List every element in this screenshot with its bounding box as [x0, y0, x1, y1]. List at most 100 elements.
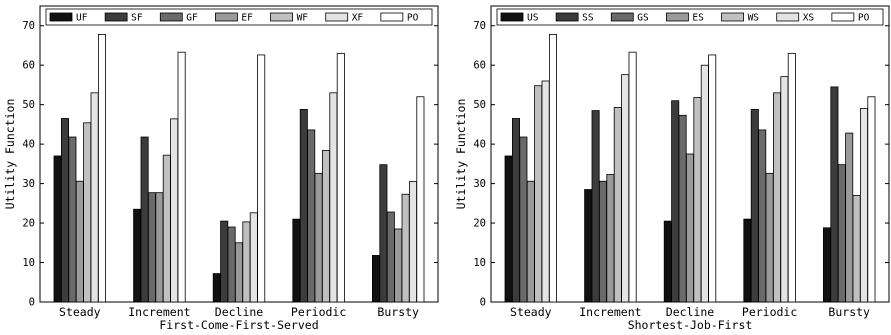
bar-ws-periodic	[773, 92, 782, 303]
legend-swatch-gf	[159, 12, 183, 22]
bar-gf-decline	[227, 226, 236, 303]
bar-ef-bursty	[394, 228, 403, 303]
bar-ws-bursty	[852, 195, 861, 303]
x-category-label: Decline	[215, 305, 264, 319]
bar-po-increment	[177, 51, 186, 303]
bar-xs-decline	[700, 64, 709, 303]
y-axis-title: Utility Function	[3, 99, 17, 210]
y-tick-label: 20	[473, 218, 486, 230]
legend-swatch-sf	[104, 12, 128, 22]
legend-swatch-ss	[555, 12, 579, 22]
legend-label-wf: WF	[297, 13, 309, 24]
bar-us-decline	[663, 220, 672, 303]
bar-ss-increment	[591, 110, 600, 303]
bar-xs-bursty	[860, 108, 869, 303]
y-tick-label: 50	[473, 99, 486, 111]
bar-po-increment	[628, 51, 637, 303]
bar-es-periodic	[765, 172, 774, 303]
bar-sf-increment	[140, 136, 149, 303]
chart-panel-1: 0 10 20 30 40 50 60 70 Utility Function Steady Inc…	[3, 5, 439, 332]
bar-es-decline	[686, 153, 695, 303]
legend-swatch-ws	[721, 12, 744, 22]
legend: UF SF GF EF WF XF PO	[45, 8, 433, 26]
bar-ss-periodic	[750, 109, 759, 303]
legend-swatch-po	[380, 12, 404, 22]
bar-gs-decline	[678, 114, 687, 303]
x-axis-title: Shortest-Job-First	[628, 318, 753, 332]
y-tick-label: 0	[480, 297, 486, 309]
bar-ss-steady	[512, 118, 521, 303]
legend-box	[496, 8, 884, 26]
bar-sf-bursty	[379, 164, 388, 303]
legend-label-gs: GS	[637, 13, 649, 24]
x-category-label: Bursty	[828, 305, 870, 319]
legend-label-gf: GF	[186, 13, 198, 24]
x-category-label: Decline	[666, 305, 715, 319]
legend-swatch-gs	[610, 12, 634, 22]
y-tick-label: 70	[473, 20, 486, 32]
bar-ef-decline	[234, 242, 243, 303]
y-tick-label: 40	[473, 139, 486, 151]
x-category-label: Increment	[128, 305, 190, 319]
bar-xs-increment	[621, 74, 630, 303]
bar-us-increment	[584, 189, 593, 303]
y-axis-title: Utility Function	[454, 99, 468, 210]
bar-xf-steady	[90, 92, 99, 303]
bar-wf-increment	[162, 154, 171, 303]
y-tick-label: 10	[22, 257, 35, 269]
bar-wf-bursty	[401, 193, 410, 303]
legend-label-po: PO	[858, 13, 870, 24]
legend-swatch-xf	[325, 12, 349, 22]
y-tick-label: 60	[22, 60, 35, 72]
bar-xs-steady	[541, 80, 550, 303]
x-category-label: Periodic	[742, 305, 797, 319]
y-tick-label: 20	[22, 218, 35, 230]
bar-gf-periodic	[307, 129, 316, 303]
legend-label-es: ES	[692, 13, 704, 24]
bar-po-decline	[708, 54, 717, 303]
legend-swatch-us	[500, 12, 524, 22]
y-tick-label: 30	[473, 178, 486, 190]
bar-gf-bursty	[386, 211, 395, 303]
y-tick-label: 40	[22, 139, 35, 151]
bar-sf-decline	[220, 220, 229, 303]
legend-swatch-wf	[270, 12, 293, 22]
bar-ef-steady	[75, 180, 84, 303]
x-category-label: Steady	[510, 305, 552, 319]
bar-gf-increment	[147, 192, 156, 303]
bar-gs-increment	[599, 180, 608, 303]
legend-label-ws: WS	[748, 13, 760, 24]
bar-us-steady	[504, 155, 513, 303]
bar-po-decline	[257, 54, 266, 303]
bar-xf-periodic	[329, 92, 338, 303]
bar-po-steady	[549, 34, 558, 303]
y-tick-label: 30	[22, 178, 35, 190]
bar-ws-increment	[613, 107, 622, 303]
bar-xf-decline	[249, 212, 258, 303]
bar-sf-steady	[61, 118, 70, 303]
y-tick-label: 50	[22, 99, 35, 111]
bar-po-bursty	[416, 96, 425, 303]
bar-gs-periodic	[758, 129, 767, 303]
legend-label-ef: EF	[241, 13, 253, 24]
bar-ss-bursty	[830, 86, 839, 303]
bar-ws-steady	[534, 85, 543, 303]
bar-ws-decline	[693, 97, 702, 303]
bar-gs-bursty	[837, 164, 846, 303]
bar-ef-increment	[155, 192, 164, 303]
bar-uf-periodic	[292, 218, 301, 303]
bar-uf-decline	[212, 273, 221, 303]
legend-box	[45, 8, 433, 26]
bar-uf-steady	[53, 155, 62, 303]
bar-gs-steady	[519, 136, 528, 303]
bar-es-bursty	[845, 132, 854, 303]
bar-es-steady	[526, 180, 535, 303]
x-category-label: Bursty	[377, 305, 419, 319]
legend-label-uf: UF	[76, 13, 88, 24]
bar-wf-steady	[83, 122, 92, 303]
y-tick-label: 70	[22, 20, 35, 32]
bar-xf-increment	[170, 118, 179, 303]
legend-swatch-xs	[776, 12, 800, 22]
y-tick-label: 60	[473, 60, 486, 72]
